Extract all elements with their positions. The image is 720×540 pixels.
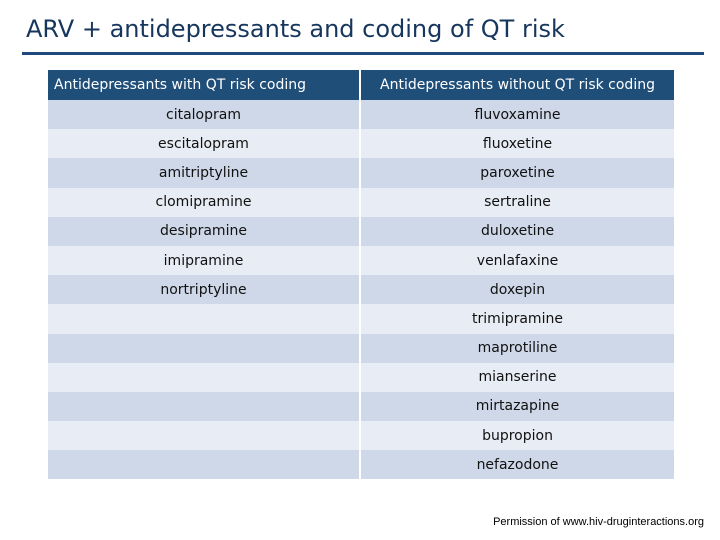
without-qt-risk-cell: fluoxetine — [359, 129, 674, 159]
header-with-qt-risk: Antidepressants with QT risk coding — [48, 70, 360, 100]
with-qt-risk-cell — [48, 391, 360, 422]
with-qt-risk-cell: nortriptyline — [48, 275, 360, 305]
with-qt-risk-cell — [48, 362, 360, 392]
without-qt-risk-cell: mianserine — [359, 362, 674, 392]
table-row: trimipramine — [48, 304, 674, 334]
with-qt-risk-cell: desipramine — [48, 216, 360, 246]
with-qt-risk-cell — [48, 421, 360, 451]
without-qt-risk-cell: trimipramine — [359, 304, 674, 334]
table-row: bupropion — [48, 421, 674, 451]
with-qt-risk-cell — [48, 304, 360, 334]
table-row: nefazodone — [48, 450, 674, 480]
without-qt-risk-cell: mirtazapine — [359, 391, 674, 422]
with-qt-risk-cell: amitriptyline — [48, 158, 360, 188]
with-qt-risk-cell: escitalopram — [48, 129, 360, 159]
table-row: nortriptyline doxepin — [48, 275, 674, 305]
without-qt-risk-cell: duloxetine — [359, 216, 674, 246]
without-qt-risk-cell: venlafaxine — [359, 245, 674, 276]
with-qt-risk-cell: imipramine — [48, 245, 360, 276]
with-qt-risk-cell — [48, 333, 360, 363]
without-qt-risk-cell: sertraline — [359, 187, 674, 217]
table-row: citalopram fluvoxamine — [48, 100, 674, 130]
table-row: amitriptyline paroxetine — [48, 158, 674, 188]
without-qt-risk-cell: fluvoxamine — [359, 100, 674, 130]
with-qt-risk-cell — [48, 450, 360, 480]
header-without-qt-risk: Antidepressants without QT risk coding — [359, 70, 674, 100]
table-row: imipramine venlafaxine — [48, 245, 674, 276]
table-row: escitalopram fluoxetine — [48, 129, 674, 159]
without-qt-risk-cell: paroxetine — [359, 158, 674, 188]
antidepressant-qt-table: Antidepressants with QT risk coding Anti… — [48, 70, 674, 480]
table-row: mianserine — [48, 362, 674, 392]
without-qt-risk-cell: nefazodone — [359, 450, 674, 480]
without-qt-risk-cell: maprotiline — [359, 333, 674, 363]
without-qt-risk-cell: doxepin — [359, 275, 674, 305]
table-header-row: Antidepressants with QT risk coding Anti… — [48, 70, 674, 100]
slide-title: ARV + antidepressants and coding of QT r… — [26, 15, 565, 43]
permission-credit: Permission of www.hiv-druginteractions.o… — [493, 516, 704, 528]
title-divider — [22, 52, 704, 55]
with-qt-risk-cell: clomipramine — [48, 187, 360, 217]
table-row: desipramine duloxetine — [48, 216, 674, 246]
without-qt-risk-cell: bupropion — [359, 421, 674, 451]
with-qt-risk-cell: citalopram — [48, 100, 360, 130]
table-row: mirtazapine — [48, 391, 674, 422]
table-row: maprotiline — [48, 333, 674, 363]
table-row: clomipramine sertraline — [48, 187, 674, 217]
